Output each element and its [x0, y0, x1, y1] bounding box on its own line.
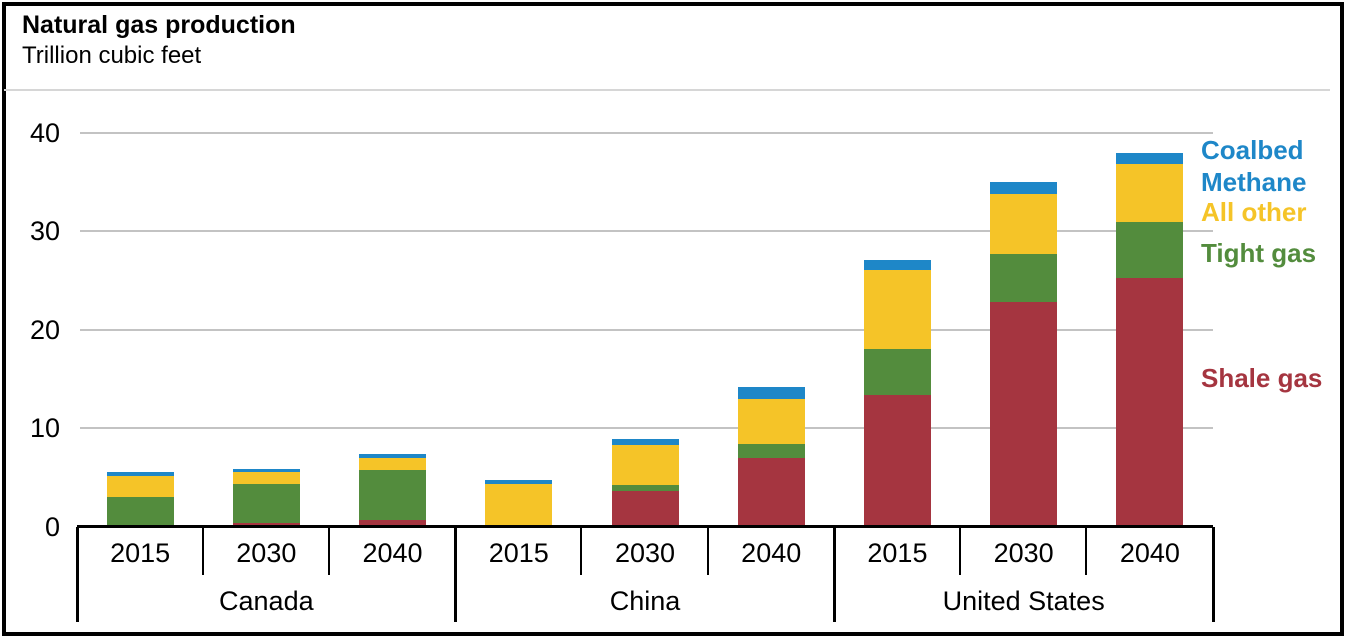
x-axis-group-label-united-states: United States [942, 586, 1105, 616]
bar-segment-shale-gas-united-states-2040 [1116, 278, 1184, 527]
header-separator-line [4, 89, 1330, 91]
bar-segment-tight-gas-united-states-2030 [990, 253, 1058, 303]
legend-label-methane: Methane [1201, 167, 1307, 197]
chart-subtitle: Trillion cubic feet [22, 42, 202, 69]
bar-segment-coalbed-methane-united-states-2030 [990, 181, 1058, 194]
year-divider [1085, 527, 1088, 575]
y-axis-tick-30: 30 [29, 216, 60, 247]
legend-label-shale-gas: Shale gas [1201, 363, 1323, 393]
bar-segment-shale-gas-china-2030 [611, 491, 679, 527]
x-axis-year-label: 2030 [993, 538, 1054, 568]
x-axis-group-label-china: China [609, 586, 681, 616]
x-axis-year-label: 2015 [867, 538, 928, 568]
x-axis-year-label: 2030 [614, 538, 676, 568]
group-divider [1211, 527, 1215, 622]
bar-segment-all-other-china-2040 [737, 398, 805, 445]
bar-segment-coalbed-methane-canada-2015 [106, 471, 174, 476]
bar-segment-tight-gas-canada-2030 [232, 483, 300, 524]
gridline-20 [80, 328, 1213, 331]
group-divider [454, 527, 458, 622]
group-divider [832, 527, 836, 622]
gridline-30 [80, 230, 1213, 233]
bar-segment-tight-gas-china-2030 [611, 484, 679, 492]
bar-segment-tight-gas-united-states-2040 [1116, 222, 1184, 279]
bar-segment-coalbed-methane-china-2015 [485, 479, 553, 484]
legend-label-all-other: All other [1201, 197, 1307, 227]
y-axis-tick-20: 20 [29, 314, 60, 345]
year-divider [959, 527, 962, 575]
bar-segment-all-other-china-2015 [485, 483, 553, 527]
bar-segment-coalbed-methane-united-states-2015 [863, 259, 931, 270]
bar-segment-all-other-canada-2040 [359, 457, 427, 470]
bar-segment-coalbed-methane-canada-2030 [232, 468, 300, 472]
legend-label-tight-gas: Tight gas [1201, 238, 1317, 268]
x-axis-year-label: 2040 [741, 538, 802, 568]
group-divider [75, 527, 79, 622]
x-axis-year-label: 2015 [488, 538, 549, 568]
bar-segment-tight-gas-canada-2040 [359, 469, 427, 521]
y-axis-tick-40: 40 [29, 117, 60, 148]
x-axis-group-label-canada: Canada [219, 586, 314, 616]
year-divider [201, 527, 204, 575]
gridline-10 [80, 427, 1213, 430]
x-axis-year-label: 2040 [362, 538, 423, 568]
x-axis-baseline [77, 525, 1213, 528]
bar-segment-all-other-canada-2030 [232, 471, 300, 484]
bar-segment-tight-gas-united-states-2015 [863, 349, 931, 395]
y-axis-tick-10: 10 [29, 413, 60, 444]
bar-segment-tight-gas-canada-2015 [106, 497, 174, 527]
x-axis-year-label: 2040 [1119, 538, 1180, 568]
x-axis-year-label: 2030 [236, 538, 297, 568]
bar-segment-all-other-united-states-2040 [1116, 164, 1184, 223]
year-divider [580, 527, 583, 575]
bar-segment-shale-gas-china-2040 [737, 457, 805, 527]
bar-segment-coalbed-methane-china-2040 [737, 386, 805, 399]
bar-segment-coalbed-methane-china-2030 [611, 439, 679, 446]
chart-title: Natural gas production [22, 11, 296, 39]
chart-header: Natural gas production Trillion cubic fe… [22, 10, 296, 71]
bar-segment-coalbed-methane-canada-2040 [359, 454, 427, 458]
bar-segment-all-other-united-states-2030 [990, 193, 1058, 254]
bar-segment-all-other-united-states-2015 [863, 269, 931, 350]
x-axis-year-label: 2015 [110, 538, 171, 568]
legend-label-coalbed: Coalbed [1201, 135, 1304, 165]
year-divider [327, 527, 330, 575]
bar-segment-tight-gas-china-2040 [737, 444, 805, 458]
bar-segment-all-other-canada-2015 [106, 475, 174, 498]
bar-segment-shale-gas-canada-2040 [359, 520, 427, 527]
bar-segment-shale-gas-united-states-2030 [990, 302, 1058, 527]
bar-segment-coalbed-methane-united-states-2040 [1116, 153, 1184, 165]
gridline-40 [80, 131, 1213, 134]
bar-segment-all-other-china-2030 [611, 445, 679, 485]
year-divider [706, 527, 709, 575]
y-axis-tick-0: 0 [44, 512, 60, 542]
bar-segment-shale-gas-united-states-2015 [863, 394, 931, 527]
